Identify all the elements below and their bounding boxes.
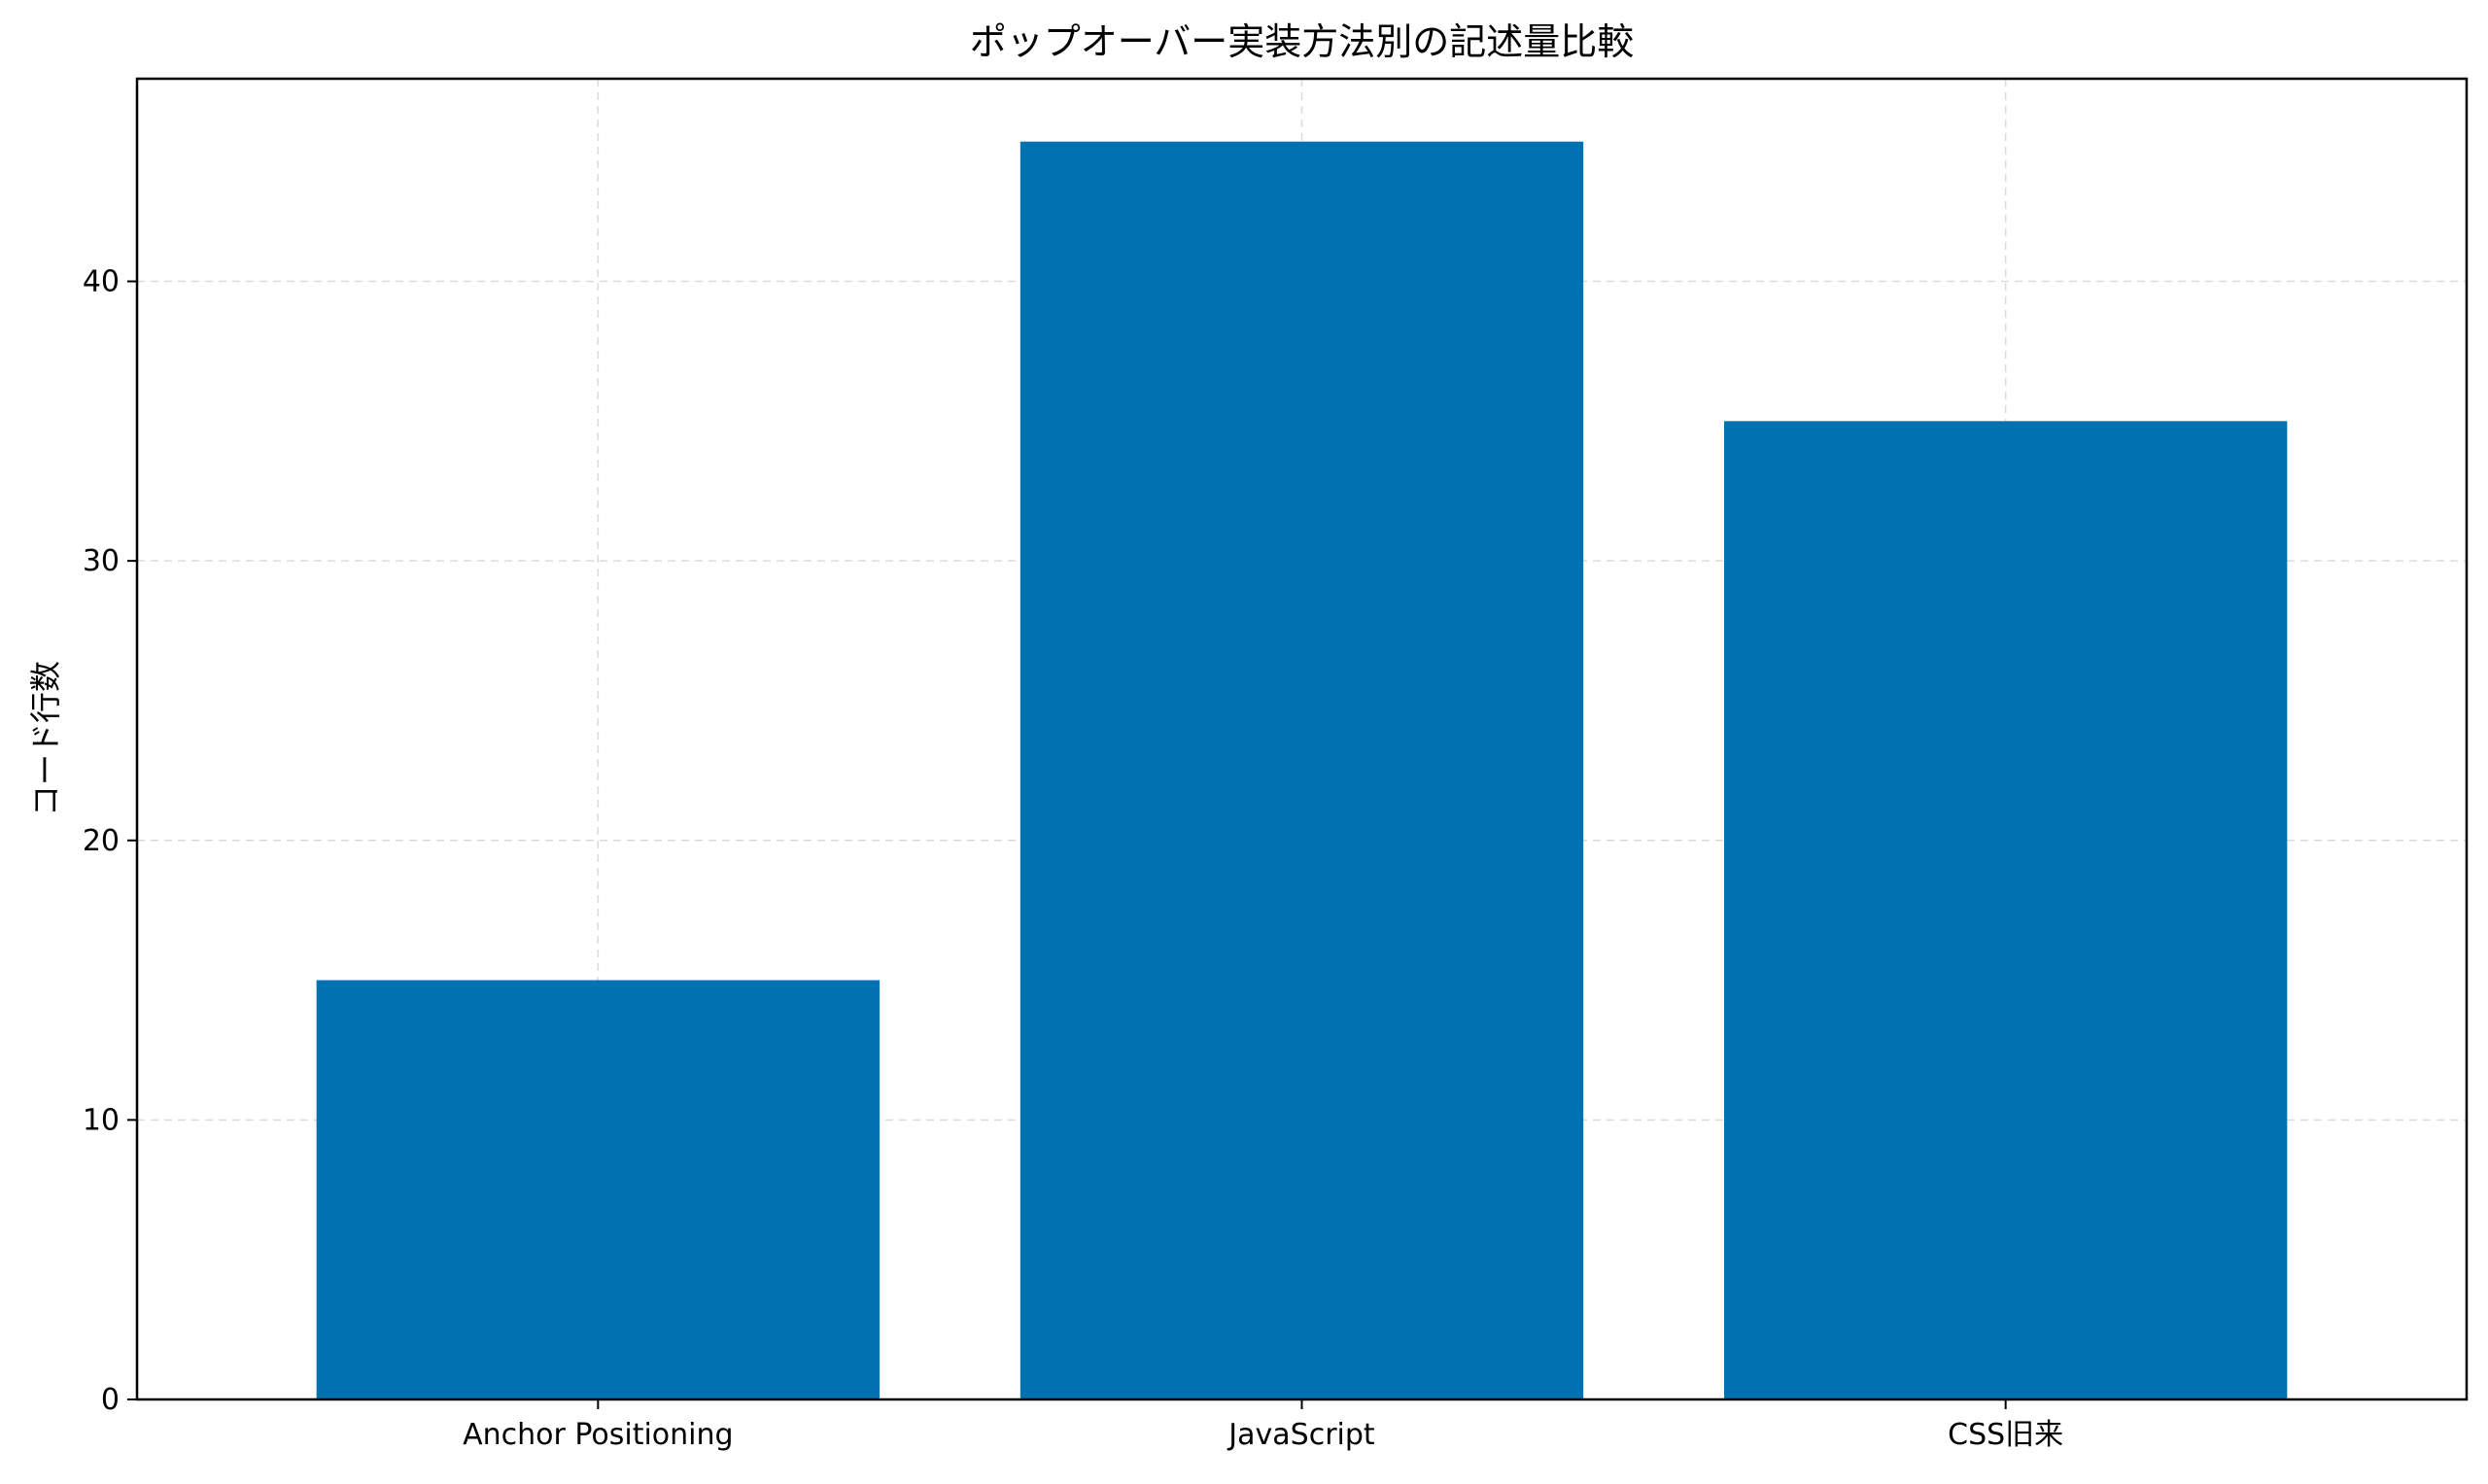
x-tick-label: JavaScript bbox=[1227, 1418, 1375, 1452]
ticks-layer: 0 10 20 30 40 Anchor Positioning JavaScript CSS… bbox=[83, 265, 2063, 1452]
y-tick-label: 30 bbox=[83, 544, 120, 578]
y-tick-label: 0 bbox=[101, 1383, 120, 1417]
bars-layer bbox=[316, 141, 2288, 1400]
bar-0 bbox=[316, 980, 880, 1399]
x-tick-label: Anchor Positioning bbox=[463, 1418, 733, 1452]
y-tick-label: 10 bbox=[83, 1103, 120, 1137]
y-tick-label: 40 bbox=[83, 265, 120, 299]
x-tick-label: CSS旧来 bbox=[1948, 1418, 2063, 1452]
y-axis-label: コード行数 bbox=[27, 661, 64, 816]
chart-title: ポップオーバー実装方法別の記述量比較 bbox=[970, 20, 1635, 63]
bar-2 bbox=[1724, 421, 2288, 1399]
y-tick-label: 20 bbox=[83, 824, 120, 858]
bar-1 bbox=[1019, 141, 1584, 1400]
